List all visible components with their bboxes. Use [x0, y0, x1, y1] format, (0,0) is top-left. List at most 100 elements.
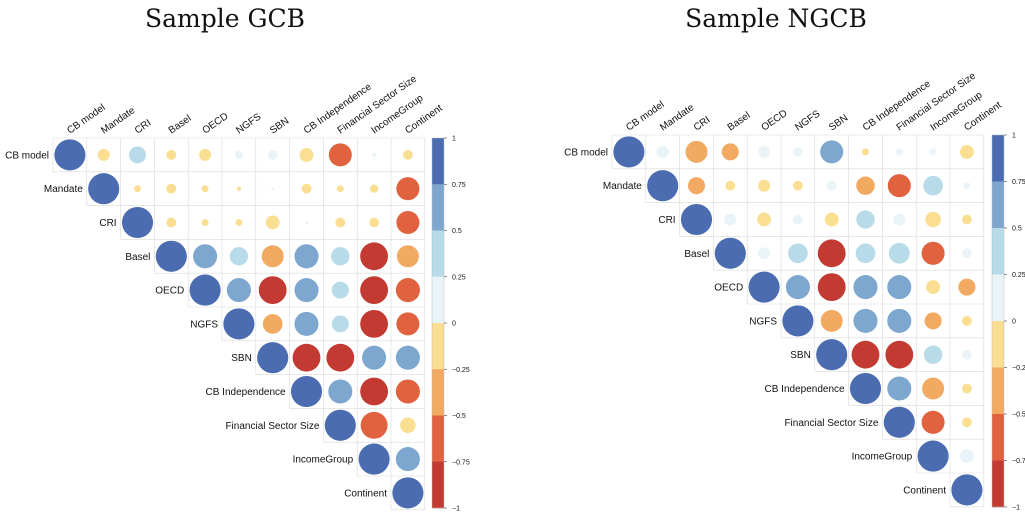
row-label-cri: CRI: [99, 218, 116, 229]
corr-circle-basel-incomegroup: [921, 241, 945, 265]
corr-circle-mandate-continent: [963, 182, 971, 190]
corr-circle-ngfs-financial-sector-size: [887, 308, 912, 333]
row-label-cb-model: CB model: [5, 150, 49, 161]
corr-circle-sbn-continent: [395, 345, 420, 370]
colorbar-tick-label: 1: [452, 136, 456, 143]
row-label-incomegroup: IncomeGroup: [852, 452, 913, 463]
corr-circle-cb-model-ngfs: [234, 150, 244, 160]
corr-circle-mandate-cri: [134, 185, 141, 193]
corr-circle-basel-basel: [714, 237, 746, 269]
colorbar-tick-label: −0.5: [452, 413, 466, 420]
corr-circle-basel-financial-sector-size: [331, 247, 350, 266]
row-label-continent: Continent: [344, 488, 387, 499]
colorbar-tick-label: 0: [1012, 319, 1016, 326]
corr-circle-cb-model-mandate: [97, 148, 110, 161]
corr-circle-financial-sector-size-incomegroup: [360, 411, 388, 439]
corr-circle-cb-model-sbn: [820, 140, 844, 164]
colorbar-segment: [432, 138, 444, 185]
corr-circle-basel-ngfs: [788, 243, 808, 264]
corr-circle-cb-model-ngfs: [792, 146, 803, 157]
corr-circle-cri-sbn: [265, 215, 280, 230]
colorbar-tick-label: 0.25: [1012, 272, 1025, 279]
corr-circle-mandate-incomegroup: [369, 184, 379, 193]
row-label-ngfs: NGFS: [749, 316, 777, 327]
corr-circle-mandate-basel: [725, 180, 736, 191]
colorbar-segment: [992, 135, 1004, 182]
corr-circle-cri-basel: [724, 213, 737, 226]
panel-gcb: Sample GCB CB modelMandateCRIBaselOECDNG…: [5, 4, 470, 513]
corr-circle-ngfs-continent: [961, 315, 972, 326]
colorbar-tick-label: 0.75: [1012, 179, 1025, 186]
colorbar-tick-label: 0.5: [452, 228, 462, 235]
corr-circle-cb-independence-financial-sector-size: [328, 379, 353, 404]
colorbar-tick-label: 0: [452, 321, 456, 328]
colorbar-segment: [992, 181, 1004, 229]
corr-circle-basel-continent: [961, 248, 972, 259]
row-label-cri: CRI: [658, 215, 675, 226]
corr-circle-oecd-sbn: [817, 273, 846, 302]
corr-circle-incomegroup-incomegroup: [917, 440, 949, 472]
col-label-basel: Basel: [167, 113, 194, 136]
corr-circle-mandate-oecd: [201, 185, 209, 193]
row-label-mandate: Mandate: [603, 181, 642, 192]
corr-circle-continent-continent: [392, 477, 424, 509]
colorbar-tick-label: −0.5: [1012, 412, 1025, 419]
colorbar-segment: [992, 367, 1004, 415]
corr-circle-cri-financial-sector-size: [893, 213, 906, 226]
corr-circle-ngfs-incomegroup: [360, 309, 389, 338]
corr-circle-cb-model-mandate: [656, 145, 669, 158]
colorbar-tick-label: −1: [452, 506, 460, 513]
corr-circle-ngfs-sbn: [820, 309, 843, 332]
corr-circle-sbn-continent: [961, 349, 972, 360]
corr-circle-mandate-incomegroup: [923, 175, 943, 196]
colorbar-tick-label: −0.25: [1012, 365, 1025, 372]
corr-circle-financial-sector-size-continent: [961, 417, 972, 428]
col-label-basel: Basel: [726, 110, 753, 133]
row-label-financial-sector-size: Financial Sector Size: [784, 418, 878, 429]
corr-circle-cri-cb-independence: [304, 220, 309, 225]
corr-circle-mandate-sbn: [826, 180, 837, 191]
colorbar-tick-label: −1: [1012, 505, 1020, 512]
corr-circle-oecd-ngfs: [785, 275, 810, 300]
corr-circle-cb-model-basel: [721, 143, 739, 161]
corr-circle-cri-incomegroup: [369, 217, 380, 228]
corr-circle-sbn-incomegroup: [362, 345, 387, 370]
corr-circle-cri-ngfs: [792, 214, 803, 225]
corr-circle-ngfs-cb-independence: [853, 308, 878, 333]
corr-circle-cb-model-financial-sector-size: [895, 148, 903, 156]
corr-circle-oecd-sbn: [258, 276, 287, 305]
corr-circle-basel-oecd: [758, 247, 771, 260]
colorbar-tick-label: −0.25: [452, 367, 470, 374]
corr-circle-oecd-cb-independence: [853, 275, 878, 300]
corr-circle-basel-cb-independence: [294, 244, 319, 269]
corr-circle-oecd-incomegroup: [360, 276, 389, 305]
colorbar-tick-label: −0.75: [1012, 458, 1025, 465]
col-label-cri: CRI: [133, 118, 153, 137]
row-label-mandate: Mandate: [44, 184, 83, 195]
corr-circle-cb-model-cb-model: [613, 136, 645, 168]
corr-circle-cri-continent: [961, 214, 972, 225]
row-label-financial-sector-size: Financial Sector Size: [225, 421, 319, 432]
row-label-oecd: OECD: [714, 283, 743, 294]
col-label-ngfs: NGFS: [234, 111, 263, 136]
col-label-oecd: OECD: [201, 111, 231, 137]
corr-circle-ngfs-continent: [396, 312, 420, 336]
colorbar-tick-label: 0.75: [452, 182, 466, 189]
corr-circle-cri-ngfs: [235, 219, 243, 226]
corr-circle-cb-model-continent: [402, 149, 413, 160]
corr-circle-cri-cri: [121, 206, 154, 239]
corr-circle-oecd-ngfs: [226, 278, 251, 303]
corr-circle-oecd-cb-independence: [294, 278, 319, 303]
corr-circle-financial-sector-size-incomegroup: [921, 410, 945, 434]
corr-circle-cb-model-cb-independence: [299, 147, 314, 162]
corr-circle-mandate-sbn: [271, 187, 275, 191]
corr-circle-incomegroup-continent: [959, 449, 974, 464]
corr-circle-mandate-basel: [166, 183, 177, 194]
corr-circle-basel-incomegroup: [360, 242, 389, 271]
col-label-sbn: SBN: [268, 116, 291, 137]
colorbar-segment: [432, 184, 444, 231]
panel-ngcb: Sample NGCB CB modelMandateCRIBaselOECDN…: [564, 4, 1025, 512]
colorbar-tick-label: 0.25: [452, 274, 466, 281]
colorbar-segment: [432, 369, 444, 416]
col-label-oecd: OECD: [760, 108, 790, 134]
